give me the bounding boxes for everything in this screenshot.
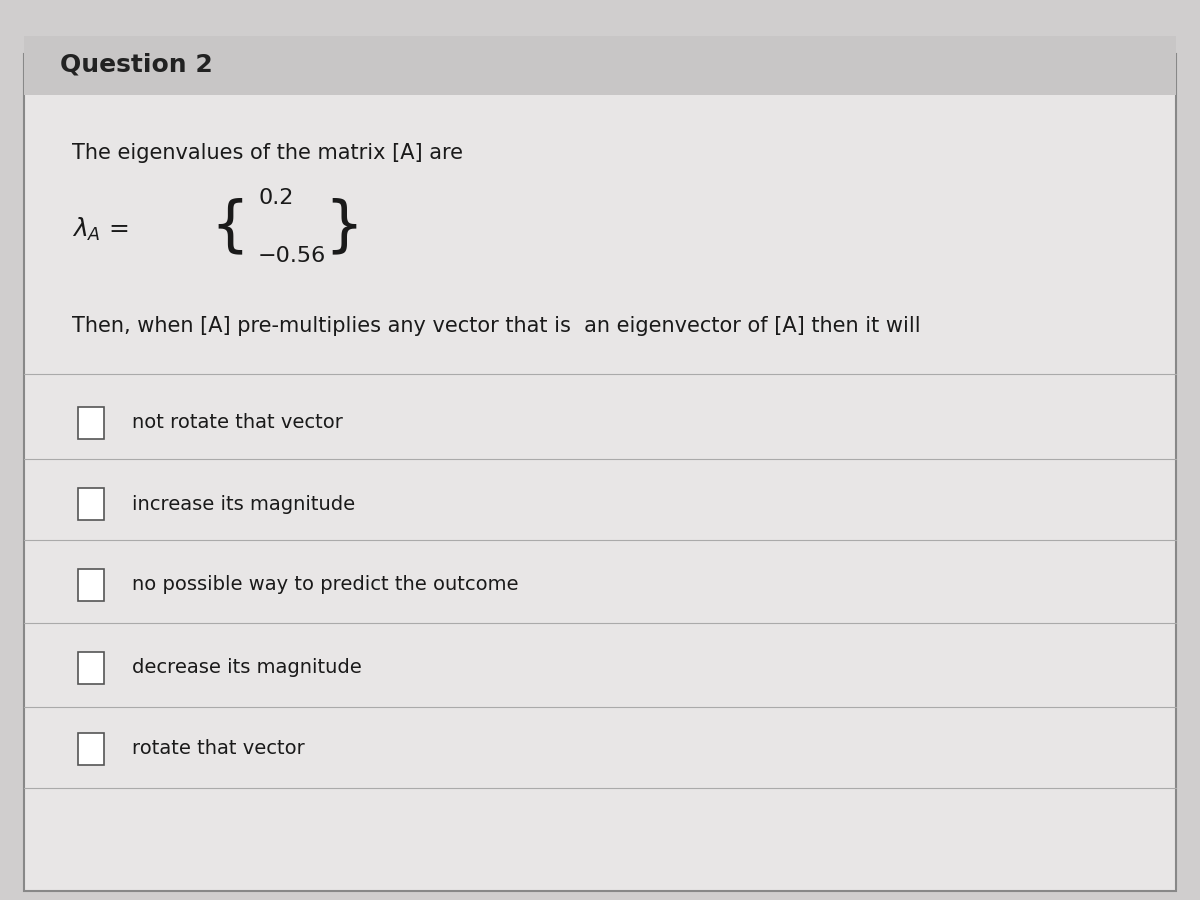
Text: increase its magnitude: increase its magnitude bbox=[132, 494, 355, 514]
Text: −0.56: −0.56 bbox=[258, 246, 326, 266]
Text: $\lambda_A$ =: $\lambda_A$ = bbox=[72, 216, 128, 243]
Text: }: } bbox=[324, 197, 364, 256]
Bar bbox=[78, 569, 104, 601]
Text: 0.2: 0.2 bbox=[258, 188, 293, 208]
Text: The eigenvalues of the matrix [A] are: The eigenvalues of the matrix [A] are bbox=[72, 143, 463, 163]
Bar bbox=[78, 733, 104, 765]
Text: decrease its magnitude: decrease its magnitude bbox=[132, 658, 361, 678]
Text: Question 2: Question 2 bbox=[60, 53, 212, 76]
FancyBboxPatch shape bbox=[24, 36, 1176, 94]
Text: Then, when [A] pre-multiplies any vector that is  an eigenvector of [A] then it : Then, when [A] pre-multiplies any vector… bbox=[72, 316, 920, 336]
Bar bbox=[78, 652, 104, 684]
Text: no possible way to predict the outcome: no possible way to predict the outcome bbox=[132, 575, 518, 595]
Text: not rotate that vector: not rotate that vector bbox=[132, 413, 343, 433]
Text: rotate that vector: rotate that vector bbox=[132, 739, 305, 759]
Bar bbox=[78, 488, 104, 520]
FancyBboxPatch shape bbox=[24, 54, 1176, 891]
Text: {: { bbox=[210, 197, 248, 256]
Bar bbox=[78, 407, 104, 439]
